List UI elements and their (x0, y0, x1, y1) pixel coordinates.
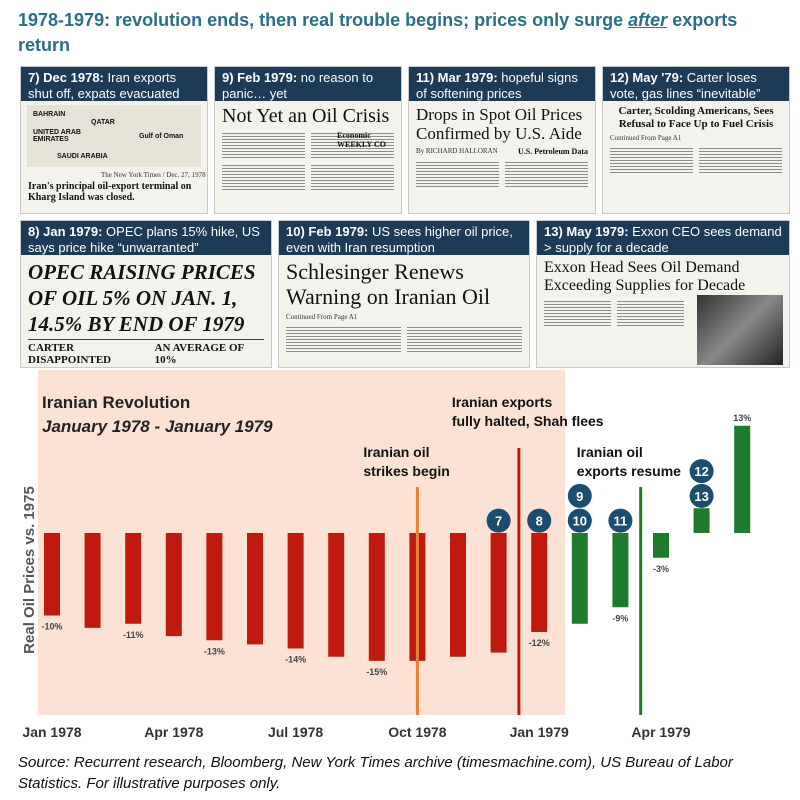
event-label-2-line-2: fully halted, Shah flees (452, 413, 604, 429)
bar-apr-1978 (165, 533, 182, 637)
marker-label-9: 9 (576, 489, 583, 504)
marker-11 (608, 508, 633, 533)
chart-subtitle: January 1978 - January 1979 (42, 417, 273, 436)
x-tick-label-1: Jan 1978 (22, 724, 81, 740)
marker-13 (689, 483, 714, 508)
card-mar-1979: 11) Mar 1979: hopeful signs of softening… (408, 66, 596, 214)
bar-mar-1979 (612, 533, 629, 608)
clipping-headline: OPEC RAISING PRICES OF OIL 5% ON JAN. 1,… (28, 260, 256, 336)
clipping: Schlesinger Renews Warning on Iranian Oi… (279, 255, 529, 367)
clipping-headline: Exxon Head Sees Oil Demand Exceeding Sup… (544, 259, 746, 294)
photo-image (697, 295, 783, 365)
bar-chart: Iranian oil strikes begin Iranian exports f… (21, 370, 751, 740)
card-jan-1979: 8) Jan 1979: OPEC plans 15% hike, US say… (20, 220, 272, 368)
clipping: Drops in Spot Oil Prices Confirmed by U.… (409, 101, 595, 213)
bar-aug-1978 (328, 533, 345, 657)
headline-part1: 1978-1979: revolution ends, then real tr… (18, 10, 629, 30)
data-label-4: -13% (204, 646, 225, 656)
bar-jul-1978 (287, 533, 304, 649)
page-headline: 1978-1979: revolution ends, then real tr… (18, 8, 788, 58)
card-caption: 7) Dec 1978: Iran exports shut off, expa… (21, 67, 207, 101)
y-axis-label: Real Oil Prices vs. 1975 (21, 486, 38, 654)
data-label-14: -9% (612, 613, 628, 623)
clipping-headline: Carter, Scolding Americans, Sees Refusal… (618, 105, 774, 130)
bar-mar-1978 (125, 533, 142, 624)
bar-may-1978 (206, 533, 223, 641)
headline-part2: exports return (18, 10, 738, 55)
bar-feb-1978 (84, 533, 101, 628)
marker-label-7: 7 (495, 514, 502, 529)
map-image: BAHRAIN QATAR UNITED ARAB EMIRATES SAUDI… (27, 105, 201, 167)
data-label-6: -14% (285, 655, 306, 665)
clipping-headline: Schlesinger Renews Warning on Iranian Oi… (286, 259, 491, 309)
card-caption: 13) May 1979: Exxon CEO sees demand > su… (537, 221, 789, 255)
card-may-1979-a: 12) May '79: Carter loses vote, gas line… (602, 66, 790, 214)
bar-jun-1979 (734, 425, 751, 533)
card-dec-1978: 7) Dec 1978: Iran exports shut off, expa… (20, 66, 208, 214)
clipping: BAHRAIN QATAR UNITED ARAB EMIRATES SAUDI… (21, 101, 207, 213)
card-may-1979-b: 13) May 1979: Exxon CEO sees demand > su… (536, 220, 790, 368)
data-label-8: -15% (366, 667, 387, 677)
event-label-3-line-1: Iranian oil (577, 444, 643, 460)
marker-label-8: 8 (536, 514, 543, 529)
marker-label-13: 13 (694, 489, 708, 504)
chart-title: Iranian Revolution (42, 393, 190, 412)
card-caption: 10) Feb 1979: US sees higher oil price, … (279, 221, 529, 255)
x-tick-label-5: Jan 1979 (510, 724, 569, 740)
marker-10 (567, 508, 592, 533)
clipping-headline: Drops in Spot Oil Prices Confirmed by U.… (416, 105, 583, 143)
bar-dec-1978 (490, 533, 507, 653)
source-note: Source: Recurrent research, Bloomberg, N… (18, 754, 733, 792)
bar-jan-1979 (531, 533, 548, 632)
card-caption: 11) Mar 1979: hopeful signs of softening… (409, 67, 595, 101)
card-feb-1979-b: 10) Feb 1979: US sees higher oil price, … (278, 220, 530, 368)
marker-label-12: 12 (694, 464, 708, 479)
headline-emphasis: after (628, 10, 668, 30)
clipping: OPEC RAISING PRICES OF OIL 5% ON JAN. 1,… (21, 255, 271, 367)
bar-feb-1979 (571, 533, 588, 624)
data-label-0: -10% (41, 622, 62, 632)
card-feb-1979-a: 9) Feb 1979: no reason to panic… yet Not… (214, 66, 402, 214)
bar-jun-1978 (247, 533, 263, 645)
chart: Iranian oil strikes begin Iranian exports f… (0, 370, 800, 750)
bar-may-1979 (693, 508, 710, 533)
marker-7 (486, 508, 511, 533)
marker-9 (567, 483, 592, 508)
clipping: Carter, Scolding Americans, Sees Refusal… (603, 101, 789, 213)
marker-8 (527, 508, 552, 533)
clipping-headline: Not Yet an Oil Crisis (222, 105, 390, 127)
event-label-1-line-2: strikes begin (363, 463, 449, 479)
bar-nov-1978 (450, 533, 466, 657)
clipping-headline: Iran's principal oil-export terminal on … (28, 181, 192, 203)
clipping: Exxon Head Sees Oil Demand Exceeding Sup… (537, 255, 789, 367)
bar-jan-1978 (44, 533, 60, 616)
data-label-15: -3% (653, 564, 669, 574)
x-tick-label-2: Apr 1978 (144, 724, 203, 740)
card-caption: 12) May '79: Carter loses vote, gas line… (603, 67, 789, 101)
data-label-12: -12% (529, 638, 550, 648)
event-label-2-line-1: Iranian exports (452, 394, 553, 410)
clipping: Not Yet an Oil Crisis Economic WEEKLY CO (215, 101, 401, 213)
bar-apr-1979 (653, 533, 669, 558)
card-caption: 8) Jan 1979: OPEC plans 15% hike, US say… (21, 221, 271, 255)
marker-label-10: 10 (573, 514, 587, 529)
card-caption: 9) Feb 1979: no reason to panic… yet (215, 67, 401, 101)
x-tick-label-4: Oct 1978 (388, 724, 447, 740)
data-label-17: 13% (733, 413, 751, 423)
bar-sep-1978 (368, 533, 385, 661)
x-tick-label-6: Apr 1979 (631, 724, 690, 740)
data-label-2: -11% (123, 630, 144, 640)
event-label-1-line-1: Iranian oil (363, 444, 429, 460)
x-tick-label-3: Jul 1978 (268, 724, 323, 740)
event-label-3-line-2: exports resume (577, 463, 681, 479)
marker-label-11: 11 (614, 514, 628, 529)
marker-12 (689, 459, 714, 484)
